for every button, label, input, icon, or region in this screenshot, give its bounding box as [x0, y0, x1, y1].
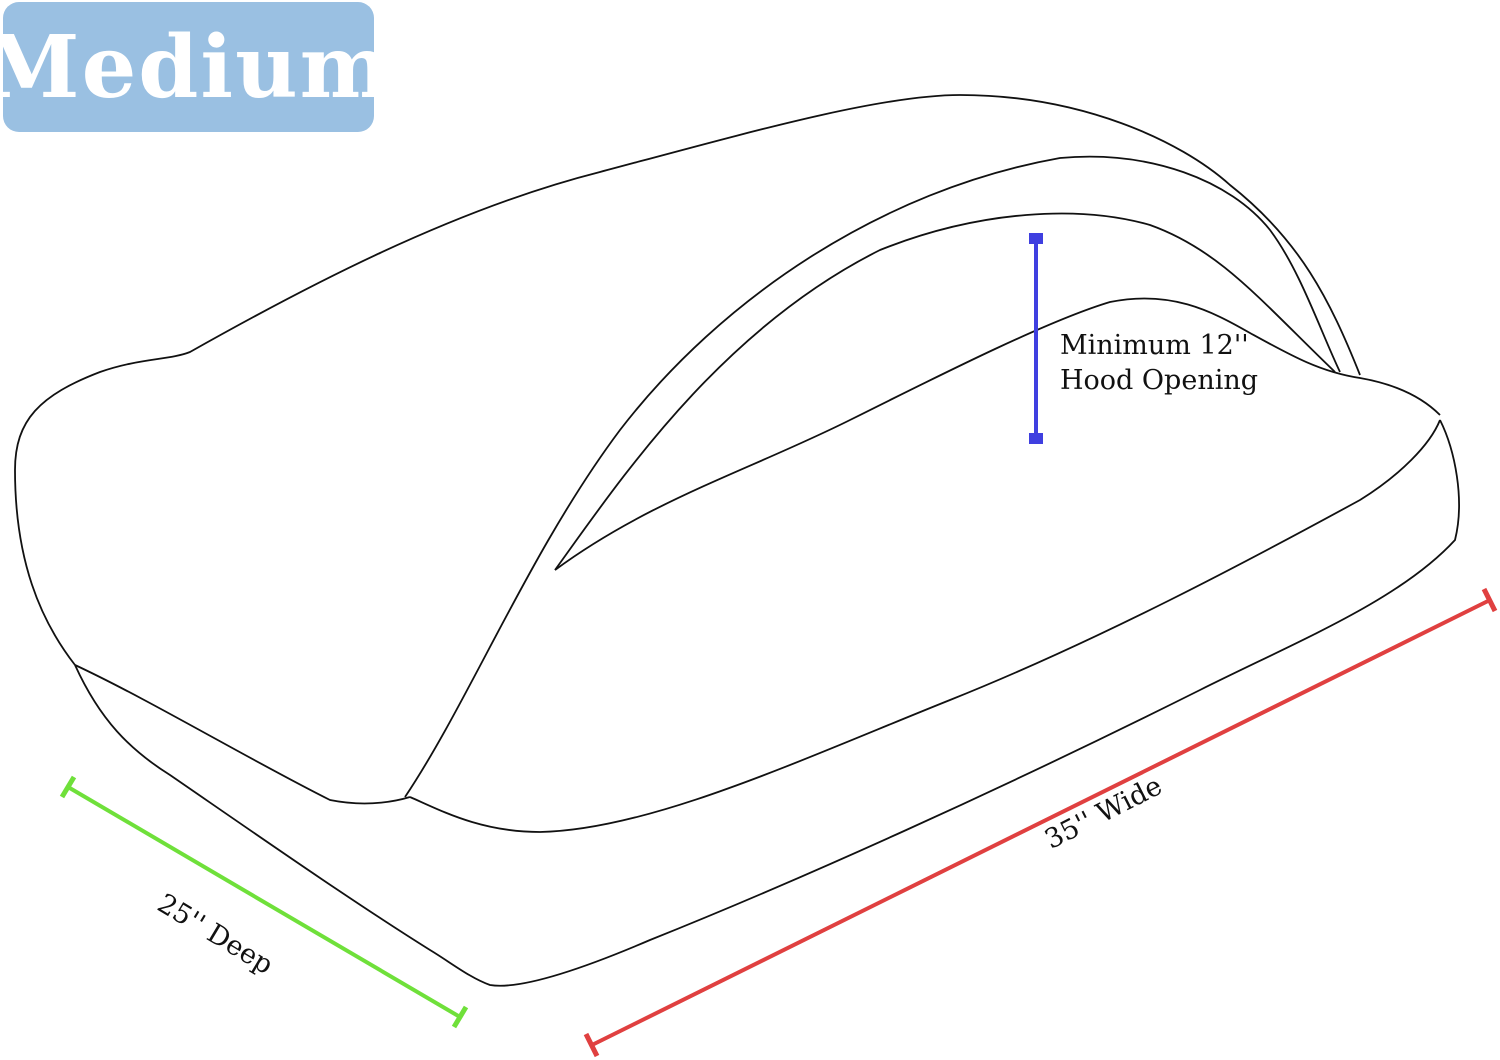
hood-label-line1: Minimum 12''	[1060, 330, 1249, 361]
hood-middle-arc	[404, 155, 1341, 798]
outer-hood-outline	[14, 94, 1361, 666]
hood-label-line2: Hood Opening	[1060, 365, 1259, 396]
hood-dimension-marker	[1029, 233, 1043, 444]
back-cushion-seam	[554, 297, 1441, 571]
front-cushion-seam	[409, 419, 1441, 833]
size-badge-label: Medium	[0, 16, 393, 118]
bed-base-outline	[74, 419, 1460, 987]
left-cushion-edge	[74, 664, 411, 805]
hood-opening-label: Minimum 12'' Hood Opening	[1060, 328, 1258, 398]
width-dimension-marker	[583, 587, 1498, 1058]
hood-inner-arc	[554, 212, 1336, 571]
size-badge: Medium	[0, 2, 391, 132]
depth-dimension-marker	[59, 775, 469, 1029]
